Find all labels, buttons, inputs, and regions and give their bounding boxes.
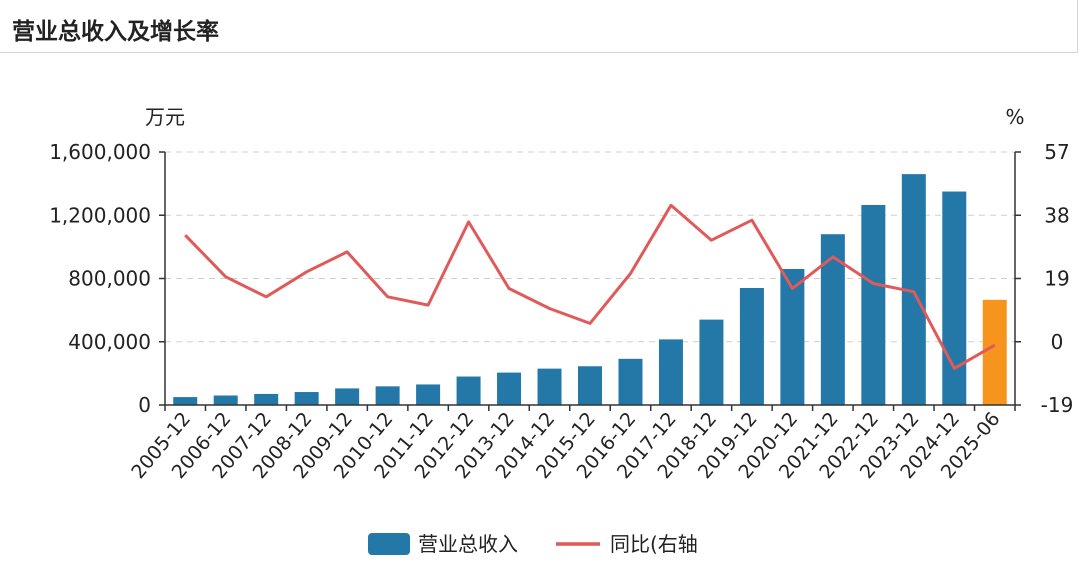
bar (497, 372, 522, 405)
left-tick-label: 1,600,000 (49, 140, 151, 164)
bar (739, 287, 764, 405)
bar (982, 299, 1007, 405)
bar (294, 392, 319, 405)
bar (254, 393, 279, 405)
bar (375, 386, 400, 405)
bar (780, 269, 805, 405)
right-tick-label: 38 (1044, 203, 1069, 227)
legend-bar-label: 营业总收入 (418, 532, 518, 556)
chart-header: 营业总收入及增长率 (0, 0, 1078, 53)
bar (942, 191, 967, 405)
bar (213, 395, 238, 405)
bar (658, 339, 683, 405)
line-series (184, 203, 996, 370)
right-tick-label: -19 (1041, 393, 1074, 417)
left-tick-label: 400,000 (68, 330, 151, 354)
left-tick-label: 800,000 (68, 267, 151, 291)
legend-bar-swatch (368, 533, 410, 555)
right-tick-label: 19 (1044, 267, 1069, 291)
bar (537, 368, 562, 405)
bar (456, 376, 481, 405)
bar (820, 234, 845, 405)
page-title: 营业总收入及增长率 (12, 19, 219, 45)
bar (578, 366, 602, 405)
left-axis-unit: 万元 (145, 105, 185, 129)
bar (335, 388, 360, 405)
bar (861, 204, 886, 405)
bar (618, 358, 643, 405)
right-tick-label: 0 (1051, 330, 1064, 354)
right-tick-label: 57 (1044, 140, 1069, 164)
right-axis-unit: % (1005, 105, 1024, 129)
left-tick-label: 0 (138, 393, 151, 417)
bar (173, 397, 198, 405)
bar (416, 384, 441, 405)
bar (699, 319, 724, 405)
left-tick-label: 1,200,000 (49, 203, 151, 227)
legend-line-label: 同比(右轴 (610, 532, 698, 556)
